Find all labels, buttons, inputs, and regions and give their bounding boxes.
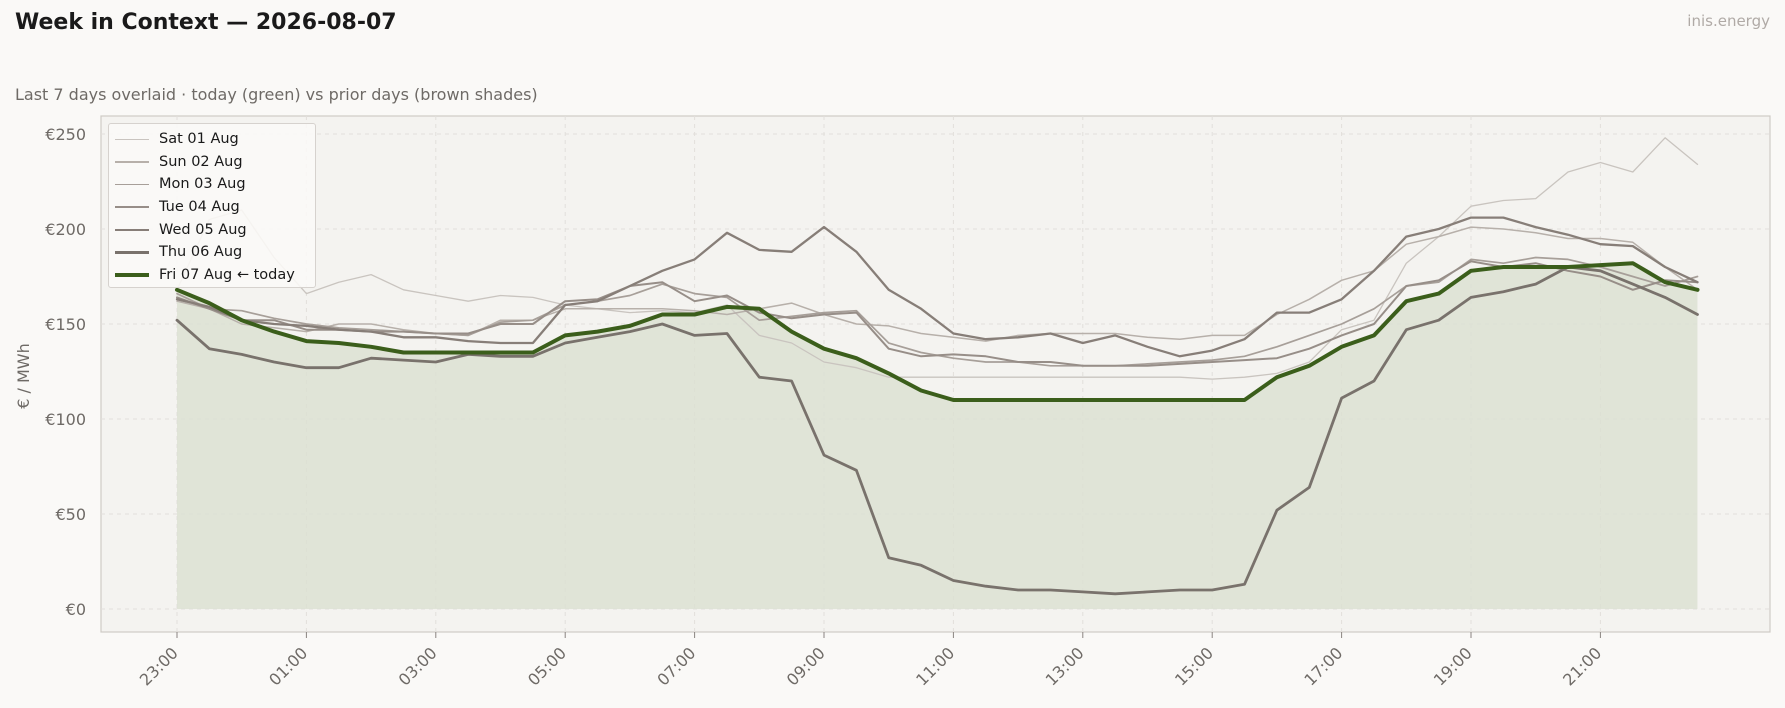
x-tick-label: 05:00 (524, 643, 570, 689)
x-axis: 23:00 01:00 03:00 05:00 07:00 09:00 11:00 13:00… (136, 632, 1605, 689)
legend-swatch (115, 183, 149, 186)
y-tick-label: €200 (45, 220, 86, 239)
series-line-sat-01-aug (176, 137, 1699, 380)
legend-item: Tue 04 Aug (115, 196, 315, 219)
y-axis-label: € / MWh (14, 343, 33, 409)
legend-swatch (115, 161, 149, 163)
x-tick-label: 03:00 (395, 643, 441, 689)
legend-item: Fri 07 Aug ← today (115, 264, 315, 287)
x-tick-label: 07:00 (653, 643, 699, 689)
x-tick-label: 19:00 (1430, 643, 1476, 689)
x-tick-label: 15:00 (1171, 643, 1217, 689)
x-tick-label: 11:00 (912, 643, 958, 689)
legend-swatch (115, 250, 149, 254)
y-tick-label: €250 (45, 125, 86, 144)
legend-swatch (115, 272, 149, 277)
page-title: Week in Context — 2026-08-07 (15, 10, 397, 35)
brand-label: inis.energy (1687, 12, 1770, 30)
legend-label: Sun 02 Aug (159, 153, 243, 170)
legend-label: Sat 01 Aug (159, 131, 239, 148)
x-tick-label: 21:00 (1559, 643, 1605, 689)
today-area-fill (177, 263, 1698, 609)
legend-swatch (115, 206, 149, 209)
legend-item: Thu 06 Aug (115, 241, 315, 264)
y-tick-label: €50 (55, 505, 86, 524)
legend-label: Wed 05 Aug (159, 221, 247, 238)
legend-label: Thu 06 Aug (159, 244, 243, 261)
y-axis: €0 €50 €100 €150 €200 €250 (45, 125, 86, 619)
legend-item: Sun 02 Aug (115, 151, 315, 174)
y-tick-label: €150 (45, 315, 86, 334)
series-line-wed-05-aug (175, 216, 1699, 358)
x-tick-label: 13:00 (1042, 643, 1088, 689)
series-line-thu-06-aug (175, 265, 1699, 596)
legend-item: Mon 03 Aug (115, 173, 315, 196)
x-tick-label: 01:00 (265, 643, 311, 689)
y-tick-label: €0 (66, 600, 86, 619)
x-tick-label: 23:00 (136, 643, 182, 689)
chart-subtitle: Last 7 days overlaid · today (green) vs … (15, 85, 538, 104)
legend-item: Wed 05 Aug (115, 218, 315, 241)
legend-item: Sat 01 Aug (115, 128, 315, 151)
x-tick-label: 09:00 (783, 643, 829, 689)
legend-label: Mon 03 Aug (159, 176, 246, 193)
legend-label: Fri 07 Aug ← today (159, 266, 295, 283)
legend-label: Tue 04 Aug (159, 199, 240, 216)
legend-swatch (115, 228, 149, 231)
chart-legend: Sat 01 Aug Sun 02 Aug Mon 03 Aug Tue 04 Aug… (108, 123, 316, 288)
series-line-fri-07-aug (175, 261, 1700, 402)
y-tick-label: €100 (45, 410, 86, 429)
legend-swatch (115, 138, 149, 140)
series-line-tue-04-aug (176, 260, 1699, 367)
x-tick-label: 17:00 (1300, 643, 1346, 689)
series-lines (175, 137, 1700, 596)
